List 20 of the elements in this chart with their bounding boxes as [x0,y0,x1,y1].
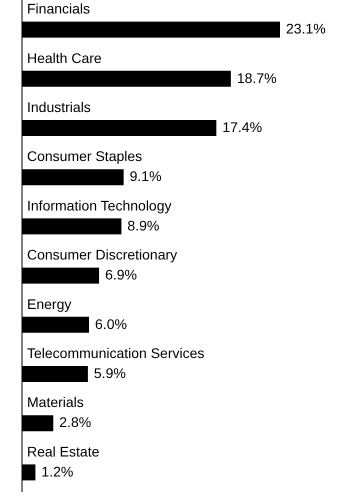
data-label: 5.9% [94,365,126,381]
y-tick-label: Real Estate [27,443,100,460]
y-tick-label: Financials [27,0,90,17]
y-tick-label: Telecommunication Services [27,345,204,361]
data-label: 6.9% [105,266,137,283]
y-tick-label: Materials [27,394,84,410]
y-tick-label: Industrials [27,99,91,115]
data-label: 8.9% [127,217,160,234]
y-tick-label: Health Care [27,50,102,66]
y-tick-label: Energy [27,296,72,312]
data-label: 1.2% [41,463,74,480]
data-label: 23.1% [286,20,326,37]
y-tick-label: Consumer Staples [27,148,142,164]
data-label: 9.1% [130,168,162,184]
data-label: 2.8% [59,414,92,430]
y-tick-label: Information Technology [27,197,172,214]
data-label: 18.7% [236,70,277,86]
y-tick-label: Consumer Discretionary [27,246,178,263]
data-label: 17.4% [222,119,262,135]
data-label: 6.0% [95,316,127,332]
